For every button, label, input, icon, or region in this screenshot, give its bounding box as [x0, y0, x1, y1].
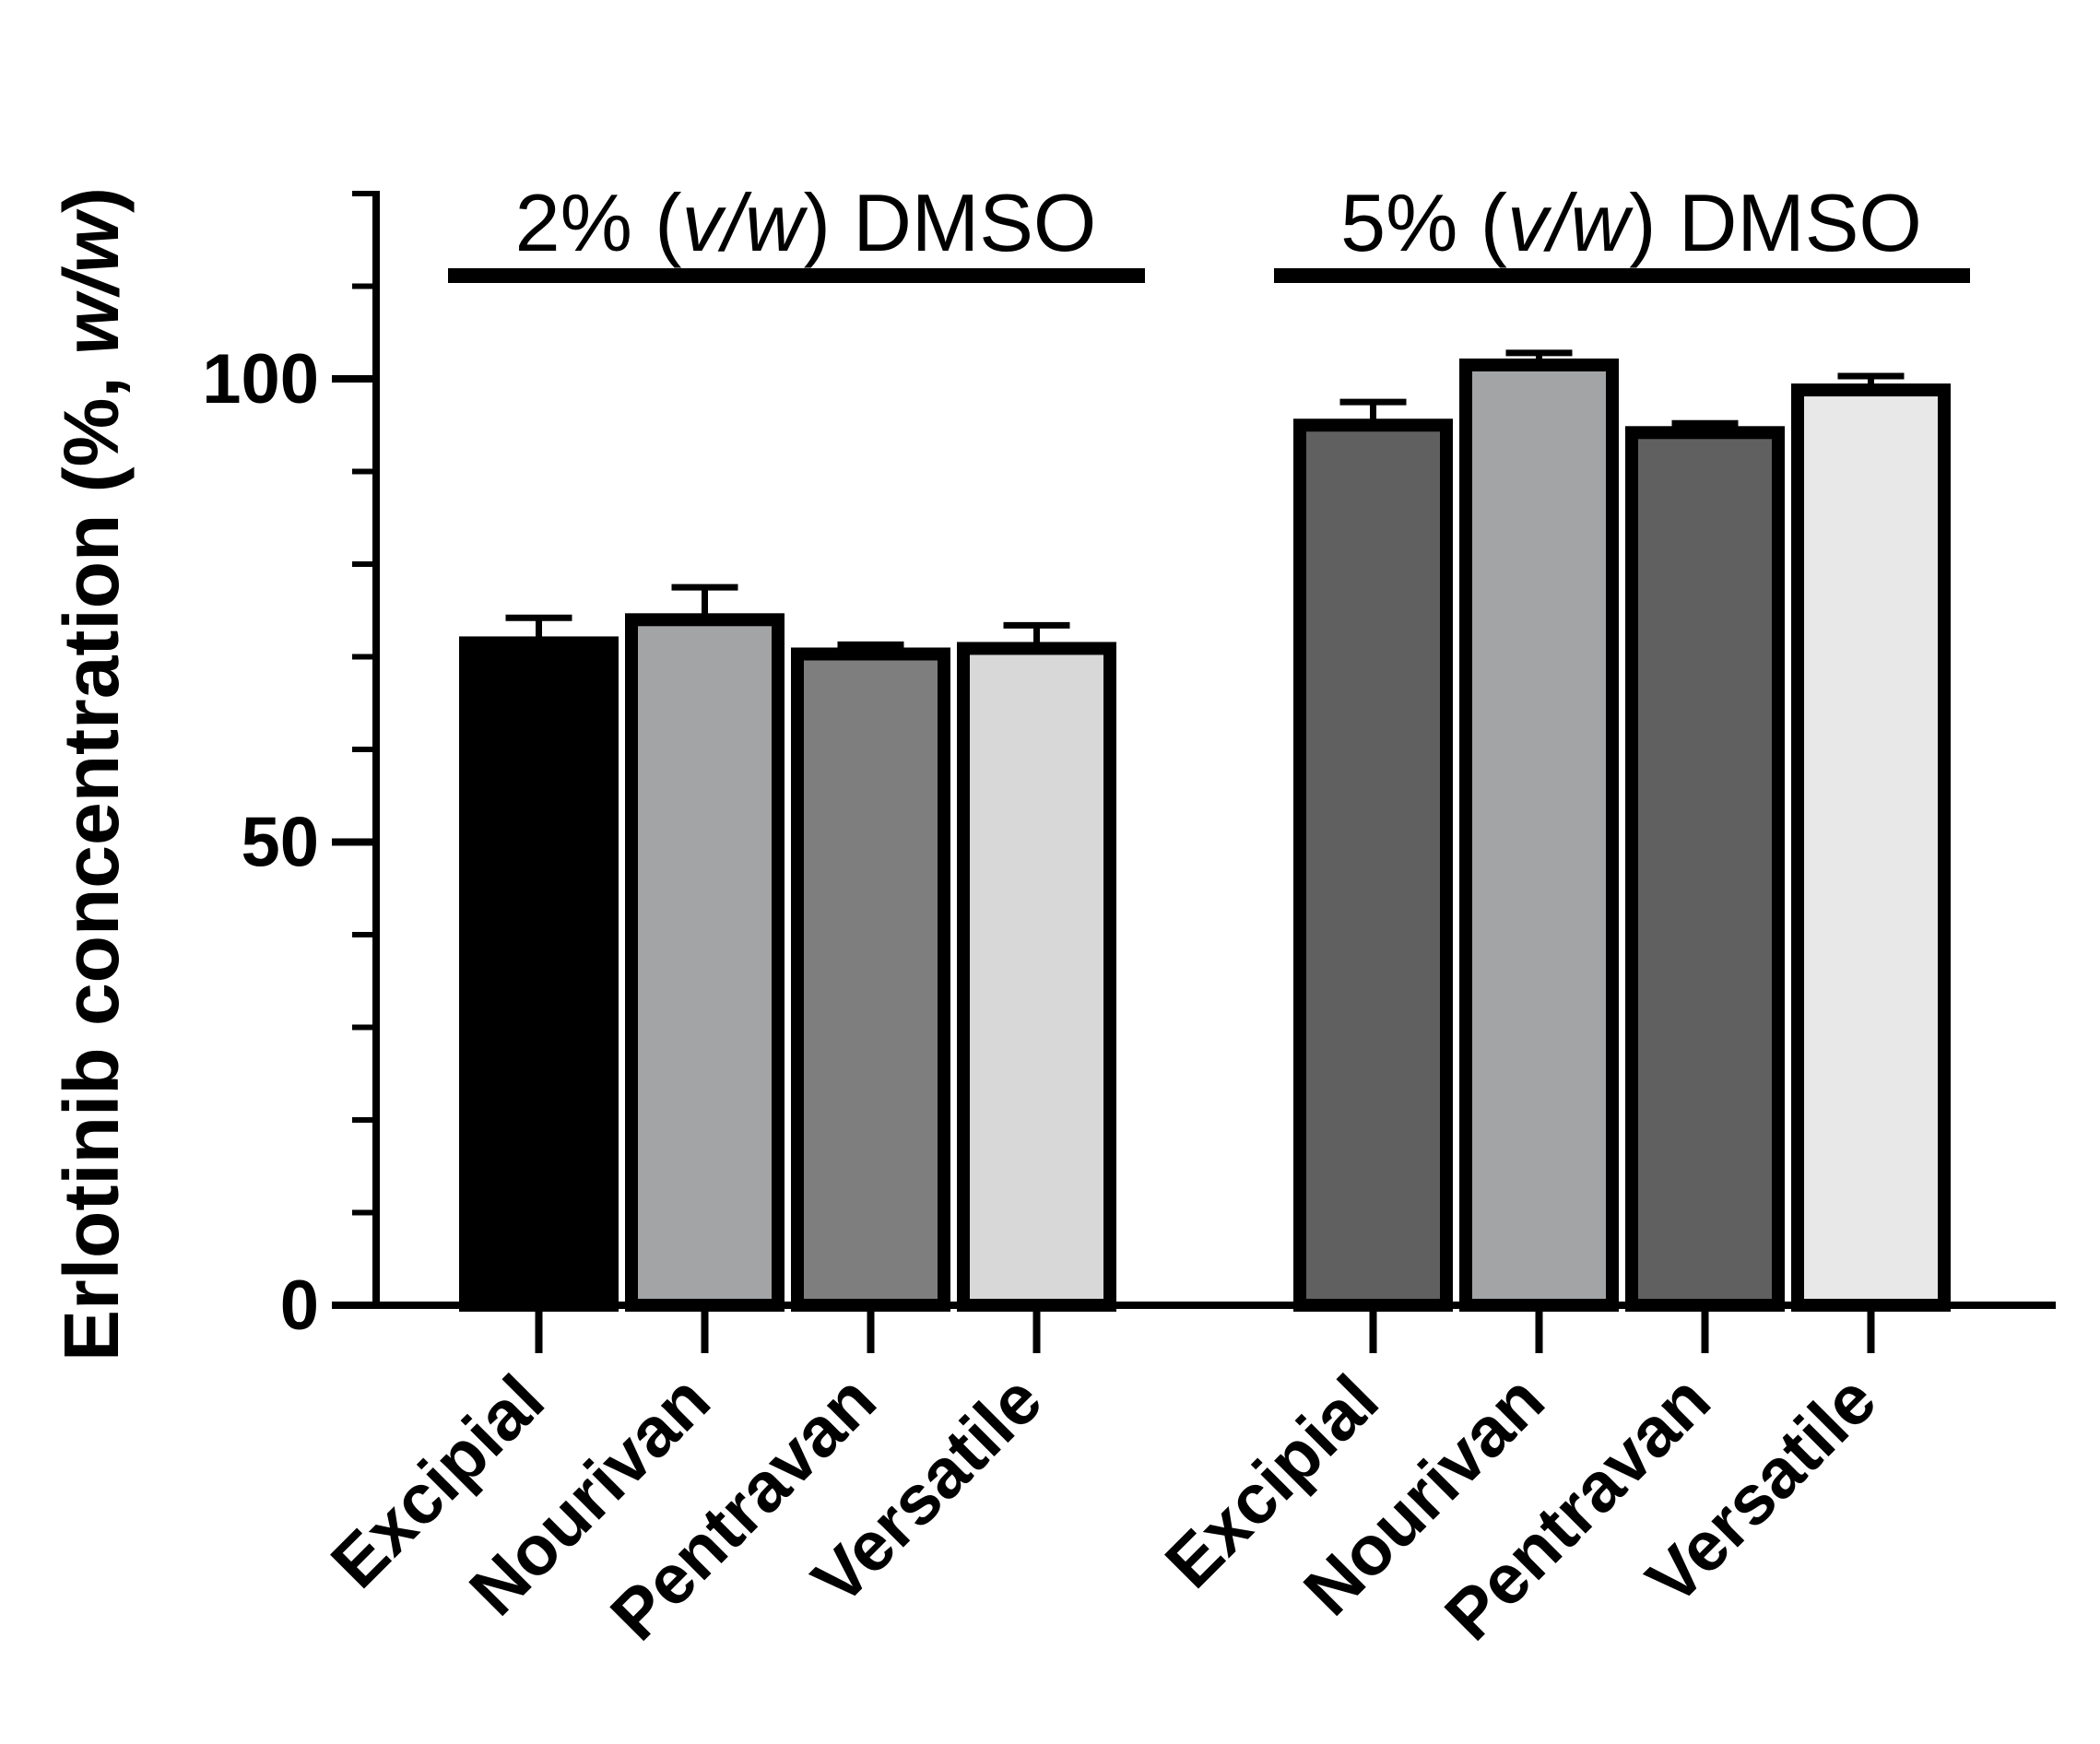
y-axis-label: Erlotinib concentration (%, w/w): [48, 187, 135, 1361]
y-tick-label: 50: [241, 804, 319, 882]
bar-2-excipial: [1293, 418, 1453, 1312]
bar-2-versatile: [1791, 383, 1951, 1312]
bar-2-pentravan: [1625, 426, 1785, 1313]
bars-layer: [459, 349, 1951, 1313]
bar-1-pentravan: [791, 647, 950, 1312]
axes-layer: [332, 191, 2056, 1353]
group-label: 5% (v/w) DMSO: [1340, 177, 1922, 268]
bar-1-nourivan: [625, 613, 785, 1312]
bar-1-excipial: [459, 636, 619, 1312]
bar-2-nourivan: [1459, 358, 1619, 1312]
group-label: 2% (v/w) DMSO: [515, 177, 1097, 268]
y-tick-label: 0: [280, 1267, 319, 1345]
y-tick-label: 100: [202, 340, 319, 418]
bar-1-versatile: [957, 642, 1116, 1312]
